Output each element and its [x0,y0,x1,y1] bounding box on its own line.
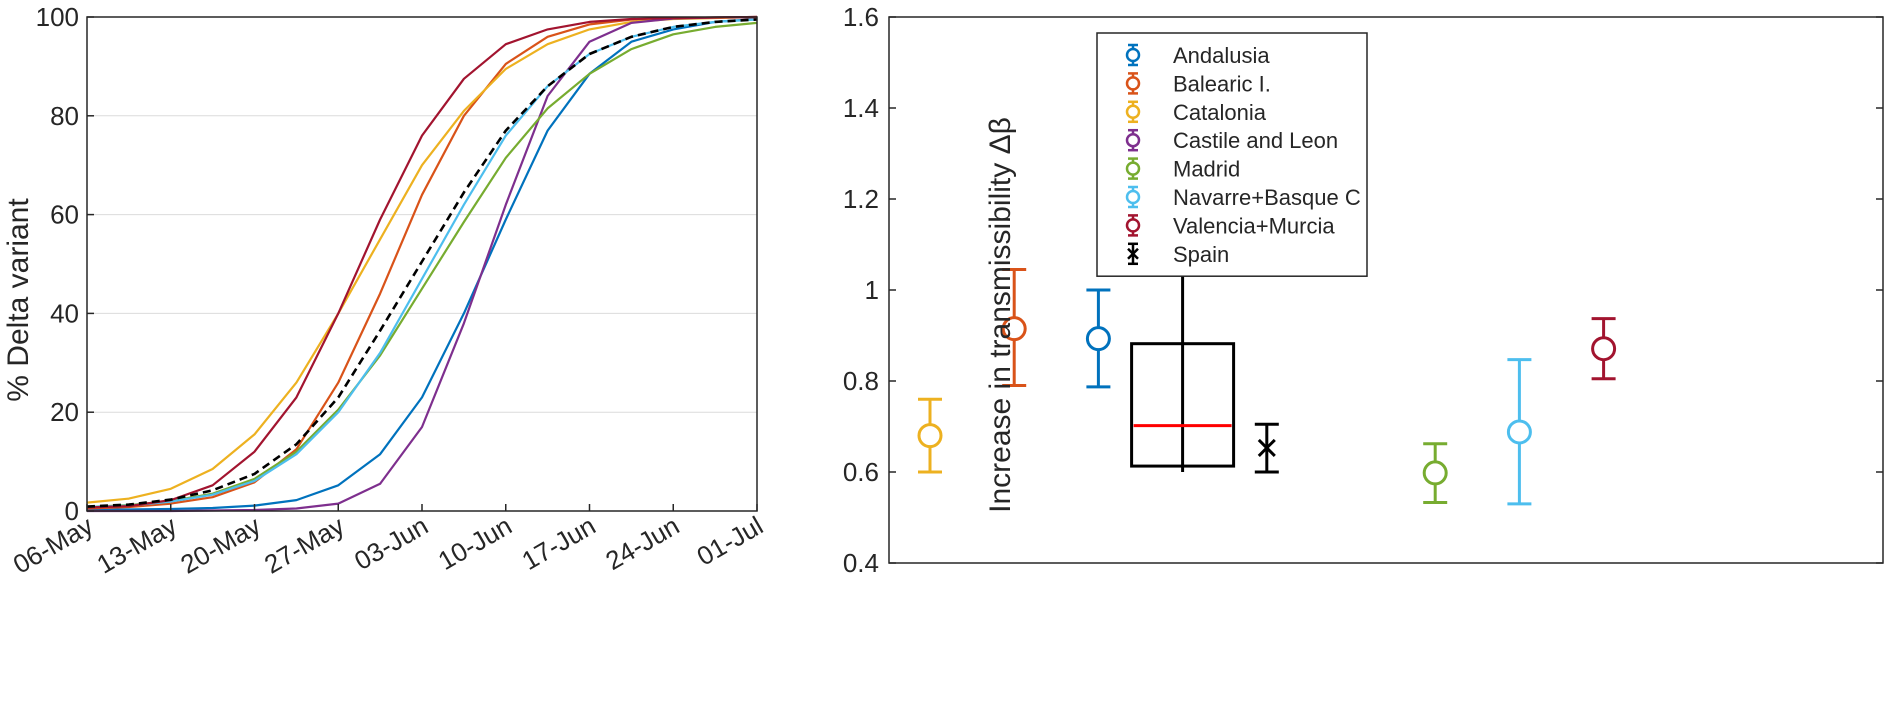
circle-marker [917,423,943,449]
right-y-tick-label: 1 [865,275,879,305]
left-y-axis-label: % Delta variant [2,198,35,402]
left-y-tick-label: 60 [50,200,79,230]
circle-marker [1085,326,1111,352]
legend-circle-marker [1125,218,1141,233]
errorbar-valencia-murcia [1591,317,1617,381]
legend-circle-marker [1125,76,1141,91]
left-y-tick-labels: 0 20 40 60 80 100 [36,2,94,526]
boxplot-box [1130,342,1236,468]
right-y-tick-label: 0.6 [843,457,879,487]
series-line-valencia-murcia [86,15,758,509]
left-y-tick-label: 20 [50,397,79,427]
circle-marker [1591,336,1617,362]
right-y-axis-label: Increase in transmissibility Δβ [984,117,1017,513]
left-y-tick-label: 40 [50,298,79,328]
left-x-tick-label: 10-Jun [433,510,517,576]
right-y-tick-labels: 0.4 0.6 0.8 1 1.2 1.4 1.6 [843,2,1883,578]
legend-circle-marker [1125,132,1141,148]
right-axes-frame [888,16,1884,564]
x-marker [1257,438,1276,457]
left-y-tick-label: 80 [50,101,79,131]
left-x-tick-label: 13-May [92,510,182,579]
legend-item-balearic-i: Balearic I. [1125,71,1271,96]
series-line-andalusia [86,17,758,512]
circle-marker [1506,419,1532,445]
series-line-spain [86,18,758,508]
errorbar-navarre-basque-c [1506,358,1532,506]
legend-item-navarre-basque-c: Navarre+Basque C [1125,185,1361,210]
legend-label: Navarre+Basque C [1173,185,1361,210]
legend-label: Catalonia [1173,100,1267,125]
legend-circle-marker [1125,161,1141,176]
right-y-tick-label: 1.4 [843,93,879,123]
legend: Andalusia Balearic I. Catalonia Castile and… [1096,32,1368,277]
legend-item-andalusia: Andalusia [1125,43,1270,68]
left-y-tick-label: 100 [36,2,79,32]
series-line-madrid [86,21,758,509]
errorbar-catalonia [917,397,943,474]
errorbar-madrid [1422,442,1448,504]
left-x-tick-label: 06-May [8,510,98,579]
legend-box [1096,32,1368,277]
errorbar-andalusia [1085,288,1111,389]
transmissibility-errorbar-chart: 0.4 0.6 0.8 1 1.2 1.4 1.6 Increase in transmis… [843,2,1884,578]
legend-item-spain: Spain [1127,242,1229,267]
right-y-tick-label: 1.2 [843,184,879,214]
legend-label: Madrid [1173,157,1240,182]
legend-label: Castile and Leon [1173,128,1338,153]
legend-item-valencia-murcia: Valencia+Murcia [1125,213,1335,238]
circle-marker [1001,316,1027,342]
left-x-tick-label: 24-Jun [600,510,684,576]
legend-circle-marker [1125,189,1141,205]
right-y-tick-label: 0.4 [843,548,879,578]
legend-label: Andalusia [1173,43,1270,68]
legend-label: Spain [1173,242,1229,267]
circle-marker [1422,460,1448,486]
right-errorbar-marks [917,33,1617,506]
left-series-lines [86,15,758,513]
left-y-tick-label: 0 [65,496,79,526]
right-y-tick-label: 1.6 [843,2,879,32]
errorbar-balearic-i [1001,268,1027,388]
legend-item-catalonia: Catalonia [1125,100,1267,125]
left-x-tick-label: 17-Jun [517,510,601,576]
legend-x-marker [1127,247,1139,260]
legend-item-castile-and-leon: Castile and Leon [1125,128,1338,153]
left-x-tick-label: 27-May [259,510,349,579]
legend-label: Balearic I. [1173,71,1271,96]
left-x-tick-label: 20-May [175,510,265,579]
errorbar-spain [1254,422,1279,474]
left-x-tick-label: 01-Jul [692,510,768,571]
legend-circle-marker [1125,47,1141,63]
legend-label: Valencia+Murcia [1173,213,1335,238]
left-x-tick-label: 03-Jun [349,510,433,576]
legend-item-madrid: Madrid [1125,157,1240,182]
legend-circle-marker [1125,104,1141,120]
right-y-tick-label: 0.8 [843,366,879,396]
